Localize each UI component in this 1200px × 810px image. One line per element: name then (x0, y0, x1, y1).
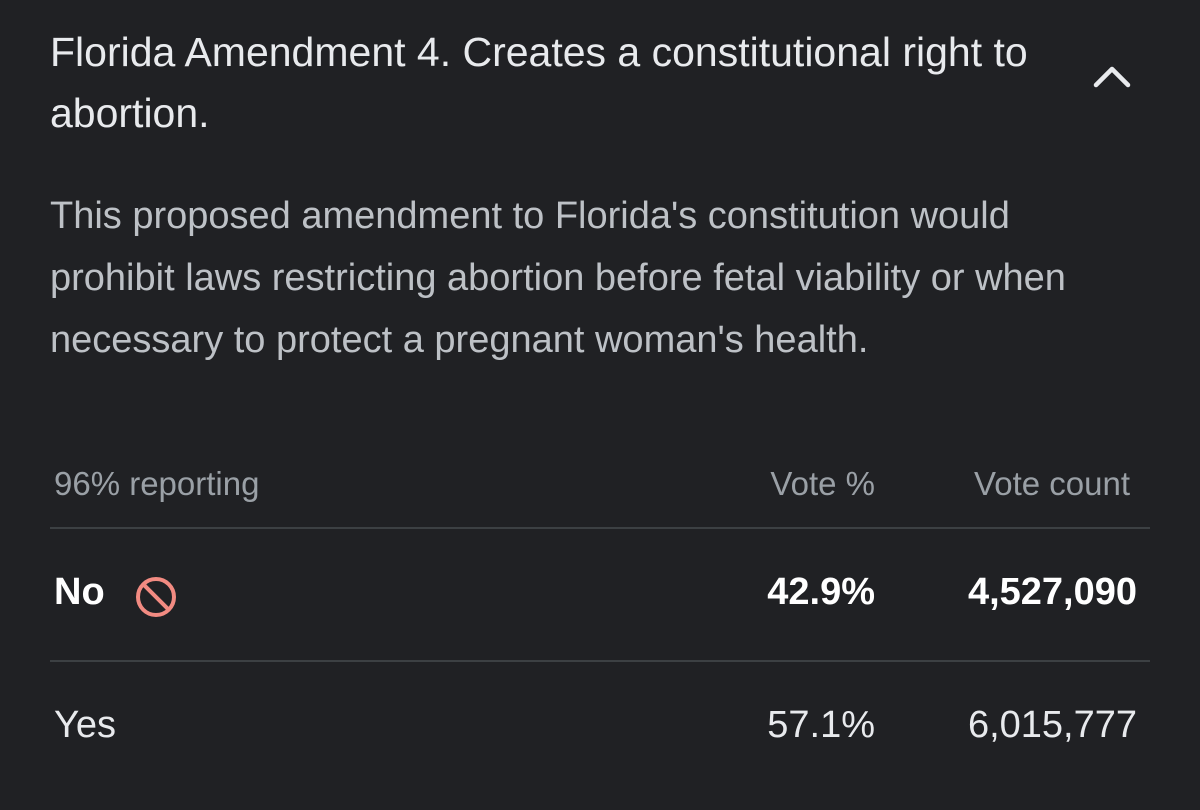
divider (50, 527, 1150, 529)
collapse-button[interactable] (1082, 46, 1142, 106)
card-header: Florida Amendment 4. Creates a constitut… (50, 22, 1050, 144)
column-header-vote-pct: Vote % (770, 465, 875, 502)
column-header-vote-count: Vote count (974, 465, 1130, 502)
results-table: 96% reporting Vote % Vote count No 42.9%… (50, 455, 1150, 793)
measure-title: Florida Amendment 4. Creates a constitut… (50, 29, 1028, 136)
measure-description: This proposed amendment to Florida's con… (50, 195, 1066, 361)
result-row-no: No 42.9% 4,527,090 (50, 529, 1150, 660)
result-row-yes: Yes 57.1% 6,015,777 (50, 662, 1150, 793)
vote-percent: 42.9% (767, 571, 875, 613)
vote-count: 6,015,777 (967, 704, 1137, 746)
chevron-up-icon (1093, 66, 1131, 88)
choice-label: No (54, 571, 105, 613)
vote-percent: 57.1% (767, 704, 875, 746)
divider (50, 660, 1150, 662)
vote-count: 4,527,090 (967, 571, 1137, 613)
reporting-status: 96% reporting (54, 465, 260, 502)
choice-label: Yes (54, 704, 116, 746)
prohibited-icon (136, 577, 176, 617)
results-header: 96% reporting Vote % Vote count (50, 455, 1150, 527)
